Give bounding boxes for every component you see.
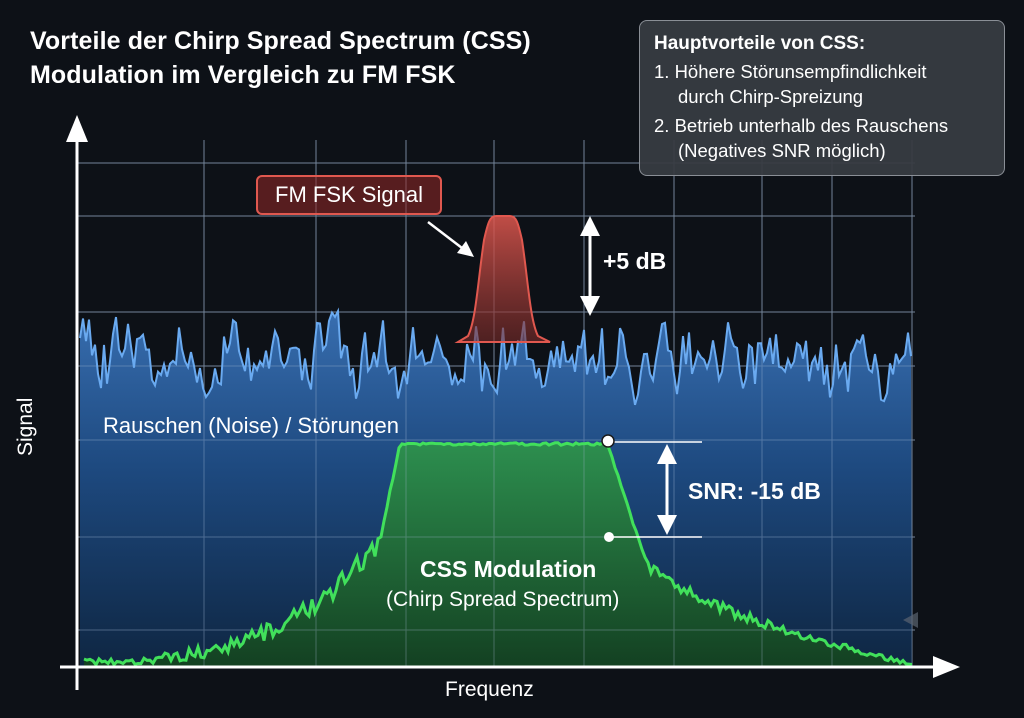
x-axis-arrow [933, 656, 960, 678]
marker-dot [601, 434, 615, 448]
info-box-item: 1. Höhere Störunsempfindlichkeit durch C… [654, 59, 990, 109]
double-arrow [580, 216, 600, 316]
info-box: Hauptvorteile von CSS: 1. Höhere Störuns… [639, 20, 1005, 176]
marker-dot [604, 532, 614, 542]
y-axis-label: Signal [14, 397, 37, 456]
title-line-2: Modulation im Vergleich zu FM FSK [30, 61, 456, 89]
callout-arrow-line [427, 221, 463, 249]
title-line-1: Vorteile der Chirp Spread Spectrum (CSS) [30, 27, 531, 55]
diagram-title: Vorteile der Chirp Spread Spectrum (CSS)… [30, 24, 531, 92]
x-axis-label: Frequenz [445, 678, 534, 701]
info-item-continuation: durch Chirp-Spreizung [678, 86, 864, 107]
css-area [84, 442, 912, 667]
fsk-signal-tag: FM FSK Signal [256, 175, 442, 215]
css-subtitle: (Chirp Spread Spectrum) [386, 588, 620, 611]
fsk-margin-label: +5 dB [603, 248, 667, 274]
info-item-continuation: (Negatives SNR möglich) [678, 140, 886, 161]
double-arrow [657, 444, 677, 535]
css-title: CSS Modulation [420, 556, 597, 582]
y-axis-arrow [66, 115, 88, 142]
noise-trace [79, 307, 912, 406]
snr-label: SNR: -15 dB [688, 478, 821, 504]
noise-label: Rauschen (Noise) / Störungen [103, 413, 399, 438]
decor-mark [903, 612, 918, 628]
info-item-line: 1. Höhere Störunsempfindlichkeit [654, 61, 927, 82]
callout-arrow [457, 241, 474, 257]
info-box-item: 2. Betrieb unterhalb des Rauschens (Nega… [654, 113, 990, 163]
info-box-heading: Hauptvorteile von CSS: [654, 33, 866, 54]
fsk-signal-area [454, 215, 551, 343]
css-trace [83, 441, 913, 668]
info-item-line: 2. Betrieb unterhalb des Rauschens [654, 115, 949, 136]
